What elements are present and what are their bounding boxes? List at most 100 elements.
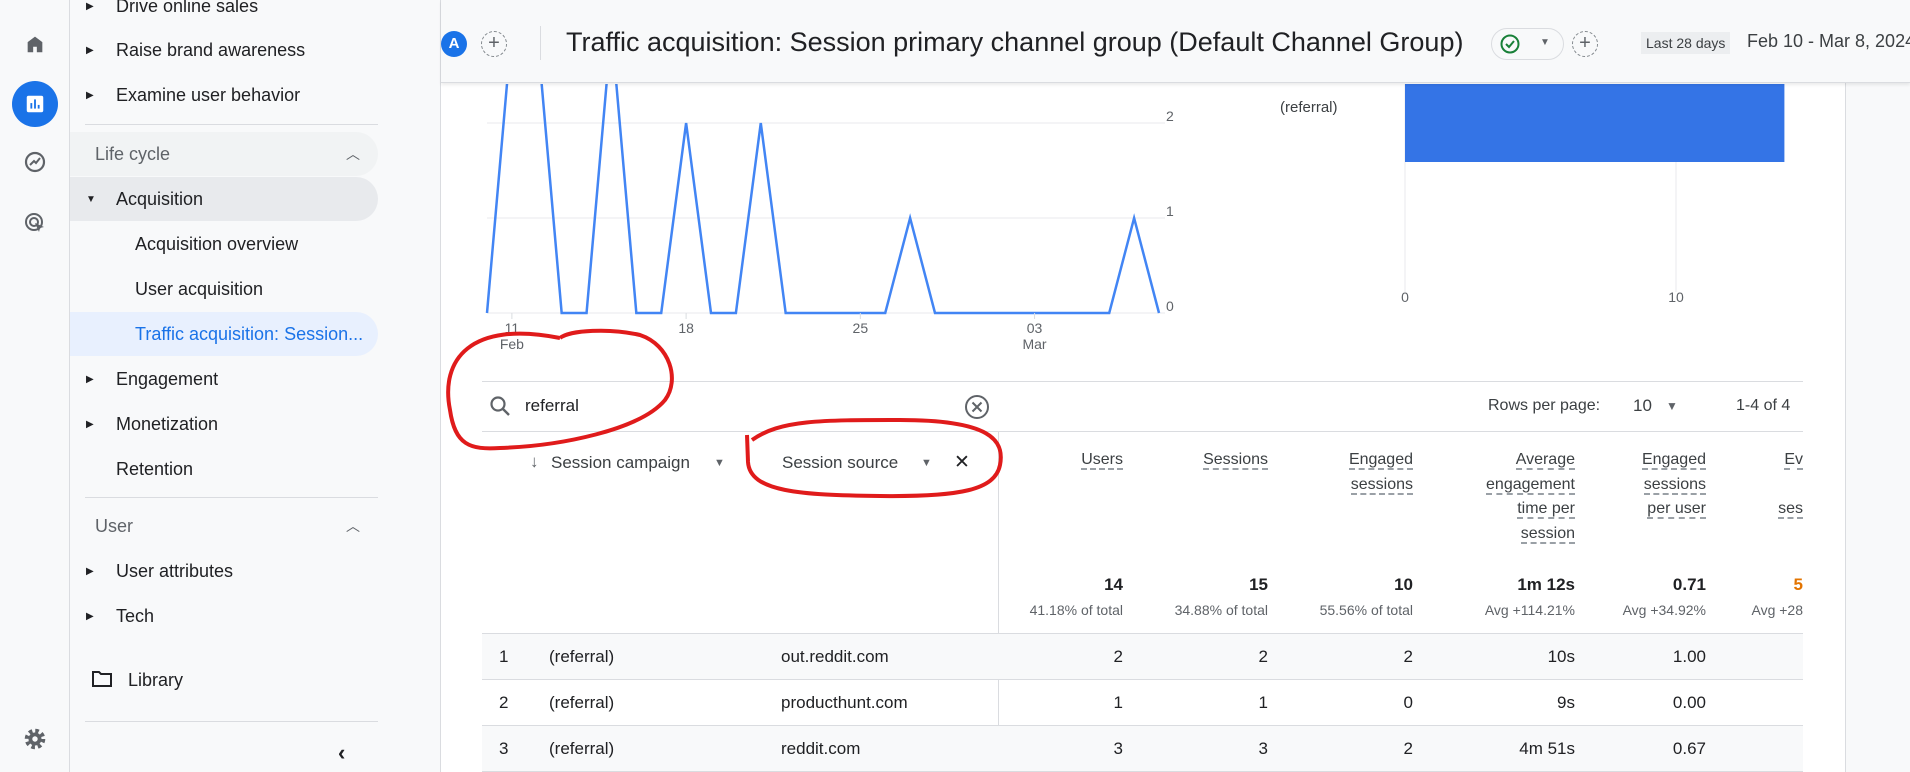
dimension-session-source[interactable]: Session source xyxy=(782,453,899,472)
x-tick-sublabel: Feb xyxy=(500,336,524,352)
metric-total: 10 xyxy=(1394,575,1413,594)
caret-right-icon: ▶ xyxy=(86,565,94,577)
explore-icon[interactable] xyxy=(12,139,58,185)
table-row[interactable]: 1 (referral) out.reddit.com 2 2 2 10s 1.00 xyxy=(482,634,1803,680)
rows-per-page-label: Rows per page: xyxy=(1488,397,1601,414)
metric-header-line: ses xyxy=(1778,500,1803,519)
table-row[interactable]: 3 (referral) reddit.com 3 3 2 4m 51s 0.67 xyxy=(482,726,1803,772)
bar-chart: 0 10 (referral) xyxy=(1280,84,1785,305)
cell-metric: 3 xyxy=(1258,739,1268,758)
home-icon[interactable] xyxy=(12,21,58,67)
metric-total-subtext: 55.56% of total xyxy=(1319,602,1413,618)
metric-total: 15 xyxy=(1249,575,1268,594)
sidebar: ▶ Drive online sales ▶ Raise brand awarene… xyxy=(70,0,441,772)
sidebar-item-monetization[interactable]: ▶ Monetization xyxy=(86,413,219,434)
cell-metric: 2 xyxy=(1113,647,1123,666)
search-icon xyxy=(488,394,512,423)
date-range[interactable]: Feb 10 - Mar 8, 2024 xyxy=(1747,31,1910,51)
caret-right-icon: ▶ xyxy=(86,89,94,101)
cell-session-source: producthunt.com xyxy=(781,693,908,712)
caret-right-icon: ▶ xyxy=(86,418,94,430)
folder-icon xyxy=(92,670,112,693)
metric-total-subtext: 41.18% of total xyxy=(1029,602,1123,618)
sidebar-item-traffic-acquisition[interactable]: Traffic acquisition: Session... xyxy=(70,312,378,356)
reports-icon[interactable] xyxy=(12,81,58,127)
chevron-up-icon: ︿ xyxy=(346,146,360,162)
metric-header[interactable]: Sessions xyxy=(1128,448,1268,473)
pagination-text: 1-4 of 4 xyxy=(1736,397,1791,414)
line-series xyxy=(485,84,1161,315)
metric-header-line: Ev xyxy=(1784,451,1803,470)
metric-header-line: Engaged xyxy=(1641,451,1706,470)
date-preset-chip[interactable]: Last 28 days xyxy=(1641,32,1731,54)
sidebar-item-drive-online-sales[interactable]: ▶ Drive online sales xyxy=(86,0,259,16)
caret-down-icon[interactable]: ▼ xyxy=(714,457,725,469)
caret-down-icon: ▼ xyxy=(1540,37,1550,48)
divider xyxy=(482,633,1803,634)
comparison-avatar[interactable]: A xyxy=(441,31,467,57)
rows-per-page-select[interactable]: 10 xyxy=(1633,396,1652,415)
sidebar-item-user-attributes[interactable]: ▶ User attributes xyxy=(86,560,234,581)
metric-header[interactable]: Engaged sessions xyxy=(1273,448,1413,497)
caret-down-icon[interactable]: ▼ xyxy=(1666,399,1678,413)
caret-right-icon: ▶ xyxy=(86,44,94,56)
sort-descending-icon[interactable]: ↓ xyxy=(530,452,539,471)
metric-header-line: session xyxy=(1520,524,1575,544)
collapse-sidebar-chevron-left-icon[interactable]: ‹ xyxy=(338,740,346,765)
add-plus-icon[interactable]: + xyxy=(1572,31,1598,57)
sidebar-item-examine-user-behavior[interactable]: ▶ Examine user behavior xyxy=(86,84,301,105)
cell-metric: 2 xyxy=(1258,647,1268,666)
caret-down-icon: ▼ xyxy=(86,193,96,205)
caret-right-icon: ▶ xyxy=(86,610,94,622)
caret-right-icon: ▶ xyxy=(86,373,94,385)
sidebar-item-engagement[interactable]: ▶ Engagement xyxy=(86,368,219,389)
bar xyxy=(1405,84,1785,162)
x-tick-label: 11 xyxy=(505,320,520,336)
metric-header[interactable]: Ev ses xyxy=(1663,448,1803,522)
metric-header-line: time per xyxy=(1517,500,1575,519)
cell-metric: 1 xyxy=(1113,693,1123,712)
metric-total: 14 xyxy=(1104,575,1123,594)
search-input[interactable]: referral xyxy=(525,396,579,415)
metric-header-line: Average xyxy=(1515,451,1575,470)
settings-icon[interactable] xyxy=(12,716,58,762)
add-comparison-plus-icon[interactable]: + xyxy=(481,31,507,57)
metric-header-line: engagement xyxy=(1486,475,1575,495)
x-tick-label: 0 xyxy=(1401,289,1409,305)
cell-session-source: reddit.com xyxy=(781,739,861,758)
cell-metric: 1 xyxy=(1258,693,1268,712)
status-dropdown[interactable]: ▼ xyxy=(1491,28,1564,60)
sidebar-item-tech[interactable]: ▶ Tech xyxy=(86,605,155,626)
column-divider xyxy=(998,431,999,772)
cell-session-source: out.reddit.com xyxy=(781,647,889,666)
cell-metric: 0 xyxy=(1403,693,1413,712)
dimension-session-campaign[interactable]: Session campaign xyxy=(551,453,690,472)
advertising-icon[interactable] xyxy=(12,200,58,246)
section-user[interactable]: User ︿ xyxy=(95,515,360,536)
metric-total-subtext: Avg +28 xyxy=(1751,602,1803,618)
sidebar-item-user-acquisition[interactable]: User acquisition xyxy=(135,278,264,299)
metric-header[interactable]: Users xyxy=(983,448,1123,473)
metric-total: 0.71 xyxy=(1672,575,1706,594)
page-title: Traffic acquisition: Session primary cha… xyxy=(566,27,1464,57)
table-row[interactable]: 2 (referral) producthunt.com 1 1 0 9s 0.00 xyxy=(482,680,1803,726)
sidebar-item-acquisition[interactable]: ▼ Acquisition xyxy=(70,177,378,221)
clear-search-icon[interactable] xyxy=(964,394,990,425)
remove-dimension-close-icon[interactable]: ✕ xyxy=(954,452,970,473)
caret-right-icon: ▶ xyxy=(86,0,94,12)
sidebar-item-library[interactable]: Library xyxy=(70,658,378,702)
x-tick-label: 03 xyxy=(1027,320,1043,336)
chevron-up-icon: ︿ xyxy=(346,518,360,534)
divider xyxy=(540,26,541,60)
section-life-cycle[interactable]: Life cycle ︿ xyxy=(70,132,378,176)
sidebar-item-retention[interactable]: Retention xyxy=(116,458,194,479)
sidebar-item-raise-brand-awareness[interactable]: ▶ Raise brand awareness xyxy=(86,39,306,60)
caret-down-icon[interactable]: ▼ xyxy=(921,457,932,469)
metric-total-subtext: 34.88% of total xyxy=(1174,602,1268,618)
bar-category-label: (referral) xyxy=(1280,99,1338,116)
divider xyxy=(85,721,378,722)
report-header: A + Traffic acquisition: Session primary… xyxy=(441,0,1910,83)
sidebar-item-acquisition-overview[interactable]: Acquisition overview xyxy=(135,233,299,254)
metric-header[interactable]: Average engagement time per session xyxy=(1435,448,1575,546)
metric-header[interactable]: Engaged sessions per user xyxy=(1566,448,1706,522)
